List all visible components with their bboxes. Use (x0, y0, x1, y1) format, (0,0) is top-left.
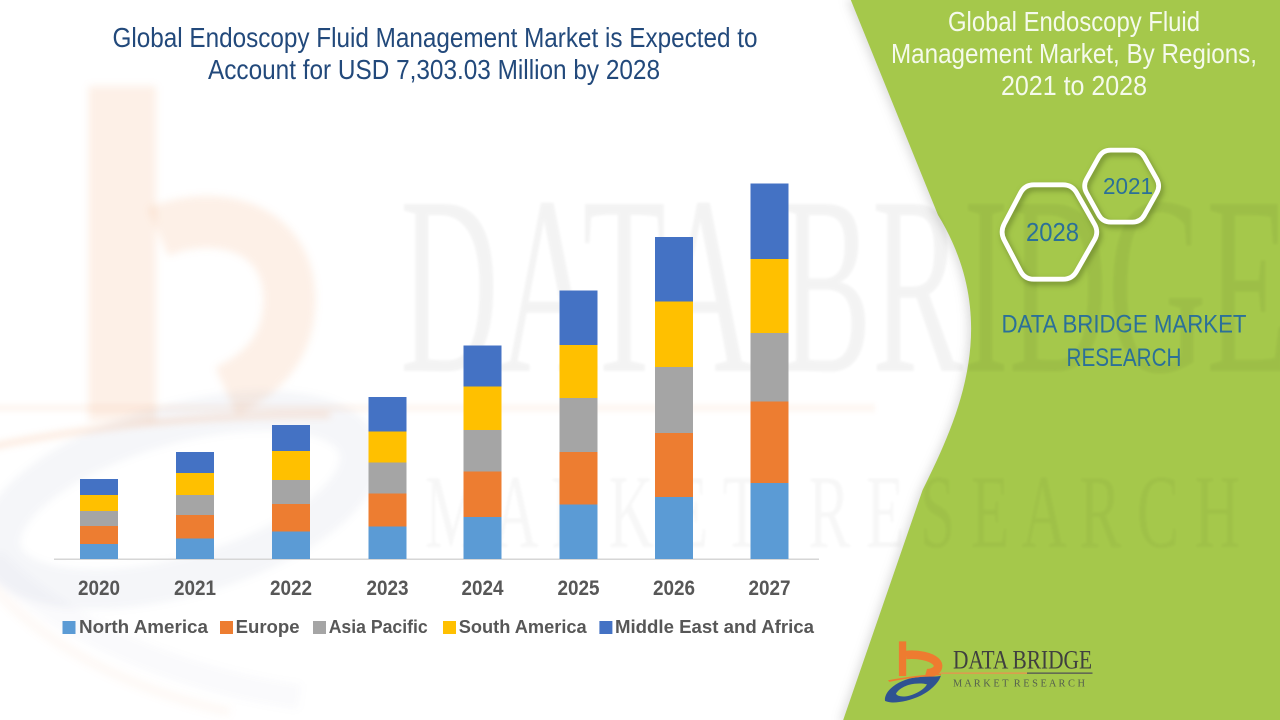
svg-text:DATA BRIDGE MARKET: DATA BRIDGE MARKET (1002, 311, 1247, 339)
svg-text:2020: 2020 (78, 577, 120, 600)
svg-text:RESEARCH: RESEARCH (1067, 344, 1182, 372)
svg-text:Europe: Europe (236, 616, 300, 637)
svg-text:North America: North America (79, 616, 209, 637)
svg-text:2027: 2027 (749, 577, 791, 600)
svg-text:Account for USD 7,303.03 Milli: Account for USD 7,303.03 Million by 2028 (208, 54, 660, 85)
svg-text:M A R K E T R E S E A R C H: M A R K E T R E S E A R C H (425, 453, 1240, 570)
svg-text:2024: 2024 (462, 577, 504, 600)
svg-text:2026: 2026 (653, 577, 695, 600)
svg-text:Middle East and Africa: Middle East and Africa (615, 616, 815, 637)
svg-text:Management Market, By Regions,: Management Market, By Regions, (891, 38, 1257, 69)
svg-text:Global Endoscopy Fluid Managem: Global Endoscopy Fluid Management Market… (113, 22, 758, 53)
svg-text:2023: 2023 (367, 577, 409, 600)
svg-text:2021 to 2028: 2021 to 2028 (1001, 70, 1147, 101)
svg-text:DATA BRIDGE: DATA BRIDGE (400, 145, 1280, 427)
svg-text:2022: 2022 (270, 577, 312, 600)
svg-text:M A R K E T R E S E A R C H: M A R K E T R E S E A R C H (953, 678, 1085, 690)
svg-text:Asia Pacific: Asia Pacific (329, 616, 428, 637)
svg-text:2021: 2021 (1103, 173, 1153, 199)
svg-text:2025: 2025 (558, 577, 600, 600)
svg-text:2021: 2021 (174, 577, 216, 600)
svg-text:2028: 2028 (1026, 217, 1079, 247)
svg-text:DATA BRIDGE: DATA BRIDGE (953, 645, 1092, 675)
svg-text:South America: South America (459, 616, 588, 637)
svg-text:Global Endoscopy Fluid: Global Endoscopy Fluid (948, 6, 1200, 37)
